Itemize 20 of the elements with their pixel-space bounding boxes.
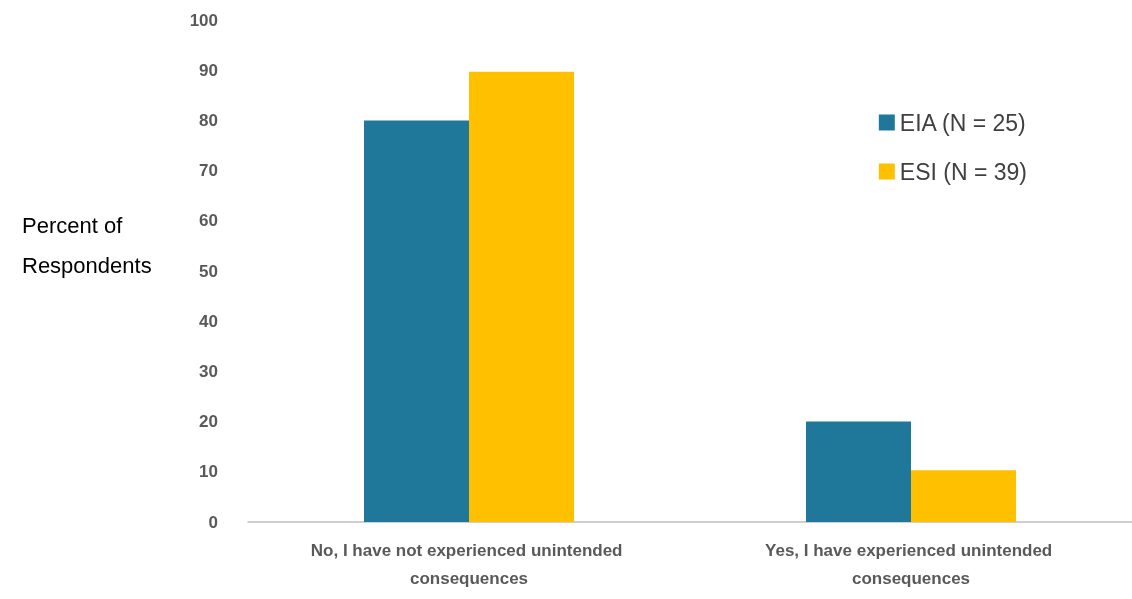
y-tick-label: 20 — [199, 412, 218, 432]
y-tick-label: 60 — [199, 211, 218, 231]
y-tick-label: 30 — [199, 361, 218, 381]
y-axis-title: Percent of Respondents — [22, 212, 152, 278]
y-tick-label: 50 — [199, 261, 218, 281]
y-tick-label: 40 — [199, 311, 218, 331]
y-tick-label: 10 — [199, 462, 218, 482]
bar — [806, 421, 911, 522]
y-tick-label: 90 — [199, 60, 218, 80]
x-tick-label: No, I have not experienced unintended consequences — [310, 540, 628, 588]
legend-label: EIA (N = 25) — [899, 109, 1026, 136]
y-tick-label: 0 — [208, 512, 218, 532]
x-tick-label: Yes, I have experienced unintended consequences — [765, 540, 1057, 588]
y-tick-label: 100 — [189, 10, 218, 30]
bar — [469, 71, 574, 522]
bar — [911, 470, 1016, 522]
bar — [364, 120, 469, 522]
legend-label: ESI (N = 39) — [899, 158, 1027, 185]
y-tick-label: 70 — [199, 161, 218, 181]
y-tick-label: 80 — [199, 110, 218, 130]
